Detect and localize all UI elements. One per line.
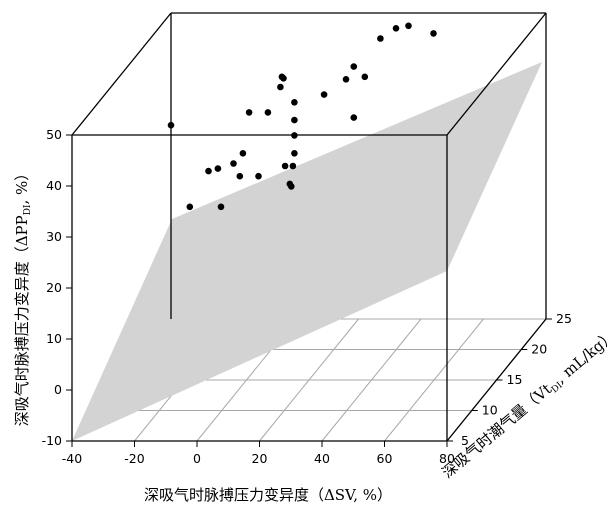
z-tick-label: 20	[531, 342, 547, 357]
y-tick-label: 0	[54, 382, 62, 397]
data-point	[291, 132, 298, 139]
data-point	[214, 165, 222, 172]
box-edge	[446, 12, 547, 136]
z-tick-label: 10	[482, 403, 498, 418]
box-edge	[71, 12, 172, 136]
x-axis-label: 深吸气时脉搏压力变异度（ΔSV, %）	[144, 486, 392, 504]
y-tick-label: 50	[46, 127, 62, 142]
data-point	[245, 109, 253, 116]
regression-plane	[72, 62, 542, 441]
data-point	[430, 30, 437, 37]
data-point	[236, 172, 244, 180]
data-point	[350, 63, 358, 70]
data-point	[280, 75, 287, 82]
depth-axis-label: 深吸气时潮气量（VtDI, mL/kg）	[439, 327, 614, 484]
data-point	[167, 121, 175, 129]
data-point	[264, 109, 272, 116]
data-point	[239, 150, 247, 157]
data-point	[217, 203, 225, 211]
data-point	[377, 35, 384, 42]
data-point	[361, 73, 369, 81]
y-axis-label: 深吸气时脉搏压力变异度（ΔPPDI, %）	[13, 166, 33, 427]
data-point	[205, 167, 212, 175]
data-point	[350, 114, 358, 121]
data-point	[255, 172, 262, 180]
data-point	[277, 83, 284, 91]
z-tick-label: 5	[461, 433, 469, 448]
data-points	[167, 22, 437, 211]
x-tick-label: 80	[439, 451, 455, 466]
y-tick-label: 40	[46, 178, 62, 193]
z-tick-label: 25	[556, 311, 572, 326]
x-tick-label: -40	[62, 451, 82, 466]
regression-plane-surface	[72, 62, 542, 441]
data-point	[291, 116, 298, 124]
data-point	[288, 183, 295, 190]
data-point	[281, 162, 289, 170]
x-tick-label: 20	[252, 451, 268, 466]
data-point	[291, 99, 298, 106]
y-tick-label: -10	[42, 433, 62, 448]
data-point	[289, 162, 297, 170]
data-point	[291, 150, 298, 157]
x-tick-label: 0	[193, 451, 201, 466]
y-tick-label: 10	[46, 331, 62, 346]
x-tick-label: 40	[314, 451, 330, 466]
x-tick-label: 60	[377, 451, 393, 466]
z-tick-label: 15	[507, 372, 523, 387]
data-point	[186, 203, 194, 211]
data-point	[320, 91, 328, 98]
axis-ticks: -40 -20 0 20 40 60 80 -10 0 10 20 30 40 50 5 10 15 20 25	[42, 127, 572, 466]
x-tick-label: -20	[124, 451, 144, 466]
data-point	[392, 25, 400, 32]
data-point	[405, 22, 412, 30]
y-tick-label: 20	[46, 280, 62, 295]
data-point	[342, 76, 350, 83]
data-point	[230, 160, 237, 167]
y-tick-label: 30	[46, 229, 62, 244]
